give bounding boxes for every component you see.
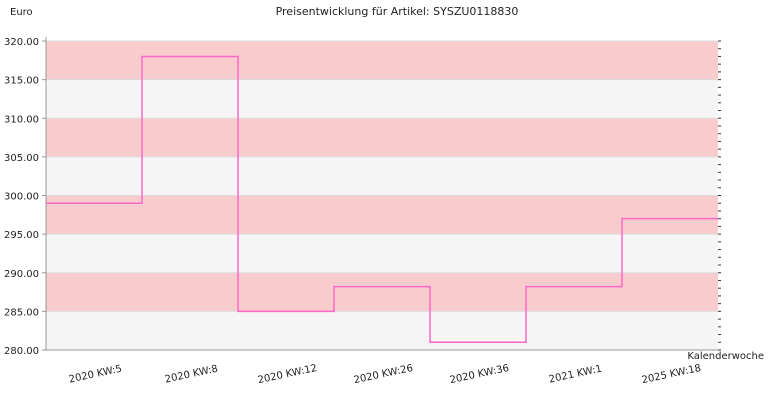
x-tick-label: 2020 KW:5 xyxy=(68,364,123,386)
plot-band xyxy=(46,311,718,350)
x-tick-label: 2020 KW:26 xyxy=(353,363,414,386)
x-tick-label: 2020 KW:12 xyxy=(257,363,318,386)
plot-band xyxy=(46,157,718,196)
x-tick-label: 2020 KW:36 xyxy=(449,363,510,386)
chart-title: Preisentwicklung für Artikel: SYSZU01188… xyxy=(276,5,519,18)
y-tick-label: 290.00 xyxy=(4,269,39,280)
y-axis-label: Euro xyxy=(10,7,33,18)
y-tick-label: 300.00 xyxy=(4,192,39,203)
x-axis-label: Kalenderwoche xyxy=(687,351,764,362)
y-tick-label: 295.00 xyxy=(4,230,39,241)
plot-band xyxy=(46,234,718,273)
y-tick-label: 280.00 xyxy=(4,346,39,357)
plot-band xyxy=(46,273,718,312)
plot-band xyxy=(46,196,718,235)
plot-band xyxy=(46,80,718,119)
y-tick-label: 320.00 xyxy=(4,37,39,48)
y-tick-label: 285.00 xyxy=(4,307,39,318)
x-axis-ticks: 2020 KW:5 2020 KW:8 2020 KW:12 2020 KW:26 20… xyxy=(68,363,702,386)
plot-band xyxy=(46,118,718,157)
plot-band xyxy=(46,41,718,80)
y-tick-label: 315.00 xyxy=(4,76,39,87)
x-tick-label: 2021 KW:1 xyxy=(548,364,603,386)
y-tick-label: 305.00 xyxy=(4,153,39,164)
x-tick-label: 2025 KW:18 xyxy=(641,363,702,386)
x-tick-label: 2020 KW:8 xyxy=(164,364,219,386)
y-tick-label: 310.00 xyxy=(4,114,39,125)
